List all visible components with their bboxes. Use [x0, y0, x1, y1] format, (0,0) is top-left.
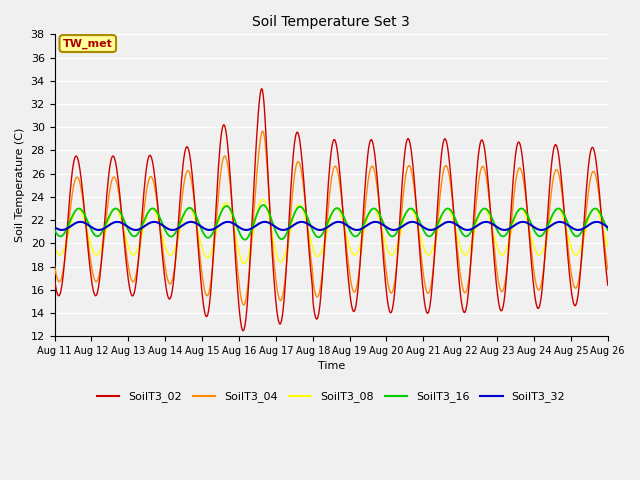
- Text: TW_met: TW_met: [63, 38, 113, 48]
- Legend: SoilT3_02, SoilT3_04, SoilT3_08, SoilT3_16, SoilT3_32: SoilT3_02, SoilT3_04, SoilT3_08, SoilT3_…: [93, 387, 570, 407]
- Y-axis label: Soil Temperature (C): Soil Temperature (C): [15, 128, 25, 242]
- Title: Soil Temperature Set 3: Soil Temperature Set 3: [252, 15, 410, 29]
- X-axis label: Time: Time: [317, 361, 345, 372]
